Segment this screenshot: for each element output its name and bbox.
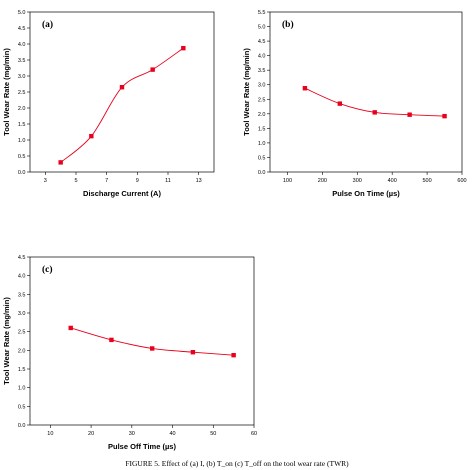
y-tick-label: 1.5 (258, 126, 266, 132)
y-tick-label: 4.0 (258, 54, 266, 60)
y-tick-label: 1.0 (258, 141, 266, 147)
y-tick-label: 3.0 (258, 83, 266, 89)
data-point-marker (89, 133, 94, 139)
data-point-marker (109, 337, 114, 343)
y-tick-label: 0.0 (18, 170, 26, 176)
data-point-marker (442, 113, 447, 119)
y-tick-label: 0.5 (258, 155, 266, 161)
data-point-marker (68, 325, 73, 331)
y-tick-label: 3.5 (18, 58, 26, 64)
data-point-marker (119, 85, 125, 90)
data-point-marker (58, 160, 63, 165)
y-tick-label: 1.5 (18, 122, 26, 128)
y-tick-label: 0.5 (18, 404, 26, 410)
y-tick-label: 2.0 (258, 112, 266, 118)
y-tick-label: 2.5 (258, 97, 266, 103)
data-point-marker (231, 352, 236, 358)
y-tick-label: 2.0 (18, 348, 26, 354)
x-tick-label: 5 (74, 178, 77, 184)
x-tick-label: 400 (388, 178, 397, 184)
y-tick-label: 5.0 (18, 10, 26, 16)
figure-caption: FIGURE 5. Effect of (a) I, (b) T_on (c) … (125, 459, 349, 468)
x-tick-label: 11 (165, 178, 171, 184)
panel-label: (c) (42, 264, 53, 275)
chart-panel-a: 0.0 0.5 1.0 1.5 2.0 2.5 3.0 3.5 4.0 4.5 5.0 3 5 7 9 11 1… (2, 10, 215, 198)
y-tick-label: 2.5 (18, 330, 26, 336)
data-point-marker (372, 110, 377, 115)
y-tick-label: 5.0 (258, 25, 266, 31)
x-axis-label: Discharge Current (A) (83, 189, 161, 198)
plot-frame (29, 256, 255, 426)
x-tick-label: 100 (283, 178, 292, 184)
y-tick-label: 0.0 (258, 170, 266, 176)
x-axis-label: Pulse Off Time (µs) (108, 442, 176, 451)
y-tick-label: 3.5 (18, 292, 26, 298)
y-tick-label: 4.5 (18, 26, 26, 32)
y-tick-label: 5.5 (258, 10, 266, 16)
data-point-marker (181, 45, 186, 51)
y-tick-label: 0.5 (18, 154, 26, 160)
data-point-marker (302, 86, 308, 91)
y-tick-label: 1.0 (18, 138, 26, 144)
y-tick-label: 3.5 (258, 68, 266, 74)
panel-label: (a) (42, 19, 53, 30)
x-tick-label: 20 (88, 431, 94, 437)
y-axis-label: Tool Wear Rate (mg/min) (2, 48, 11, 136)
y-tick-label: 1.5 (18, 367, 26, 373)
y-axis-label: Tool Wear Rate (mg/min) (242, 48, 251, 136)
data-point-marker (337, 101, 343, 106)
panel-label: (b) (282, 19, 294, 30)
x-tick-label: 7 (105, 178, 108, 184)
x-tick-label: 500 (422, 178, 431, 184)
plot-frame (269, 11, 463, 173)
y-axis-label: Tool Wear Rate (mg/min) (2, 297, 11, 385)
series-line (70, 327, 234, 356)
chart-panel-b: 0.0 0.5 1.0 1.5 2.0 2.5 3.0 3.5 4.0 4.5 5.0 5.5 100 2… (242, 10, 467, 198)
y-tick-label: 4.5 (18, 255, 26, 261)
data-point-marker (149, 346, 155, 351)
x-tick-label: 50 (210, 431, 216, 437)
plot-frame (29, 11, 215, 173)
x-tick-label: 30 (129, 431, 135, 437)
series-line (60, 47, 184, 163)
y-tick-label: 0.0 (18, 423, 26, 429)
y-tick-label: 2.5 (18, 90, 26, 96)
y-tick-label: 2.0 (18, 106, 26, 112)
data-point-marker (190, 350, 196, 355)
y-tick-label: 4.0 (18, 274, 26, 280)
y-tick-label: 4.5 (258, 39, 266, 45)
x-tick-label: 10 (47, 431, 53, 437)
data-point-marker (407, 112, 412, 117)
y-tick-label: 4.0 (18, 42, 26, 48)
x-tick-label: 3 (44, 178, 47, 184)
x-tick-label: 60 (251, 431, 257, 437)
data-point-marker (150, 67, 155, 72)
x-tick-label: 200 (318, 178, 327, 184)
chart-panel-c: 0.0 0.5 1.0 1.5 2.0 2.5 3.0 3.5 4.0 4.5 10 20 30 40 50… (2, 255, 257, 451)
x-tick-label: 9 (136, 178, 139, 184)
x-tick-label: 300 (353, 178, 362, 184)
y-tick-label: 1.0 (18, 386, 26, 392)
y-tick-label: 3.0 (18, 74, 26, 80)
x-tick-label: 40 (169, 431, 175, 437)
x-tick-label: 13 (196, 178, 202, 184)
x-tick-label: 600 (457, 178, 466, 184)
y-tick-label: 3.0 (18, 311, 26, 317)
x-axis-label: Pulse On Time (µs) (332, 189, 400, 198)
